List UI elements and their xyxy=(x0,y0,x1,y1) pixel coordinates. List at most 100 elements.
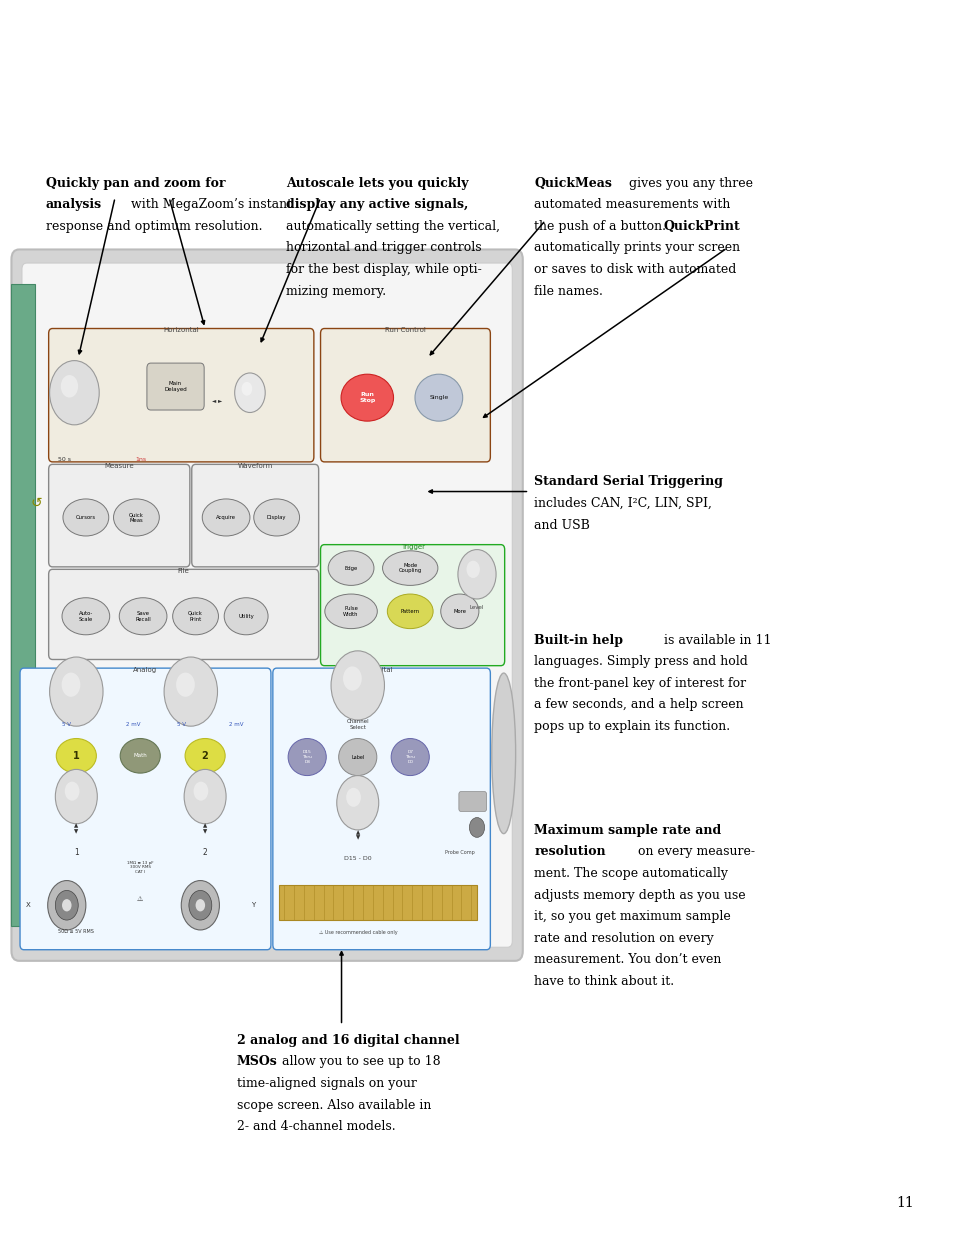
FancyBboxPatch shape xyxy=(458,792,486,811)
Text: Analog: Analog xyxy=(133,667,157,673)
Text: Trigger: Trigger xyxy=(400,543,424,550)
Text: Cursors: Cursors xyxy=(75,515,96,520)
Circle shape xyxy=(181,881,219,930)
Text: with MegaZoom’s instant: with MegaZoom’s instant xyxy=(127,198,292,211)
Text: MSOs: MSOs xyxy=(236,1055,277,1068)
Ellipse shape xyxy=(328,551,374,585)
Ellipse shape xyxy=(224,598,268,635)
Text: ⚠: ⚠ xyxy=(137,897,143,902)
Text: Level: Level xyxy=(469,605,484,610)
FancyBboxPatch shape xyxy=(192,464,318,567)
Text: the push of a button.: the push of a button. xyxy=(534,220,670,233)
Ellipse shape xyxy=(120,739,160,773)
Text: is available in 11: is available in 11 xyxy=(659,634,771,647)
Text: scope screen. Also available in: scope screen. Also available in xyxy=(236,1099,431,1112)
Text: Pattern: Pattern xyxy=(400,609,419,614)
Circle shape xyxy=(469,818,484,837)
Text: ▲
▼: ▲ ▼ xyxy=(203,824,207,835)
Ellipse shape xyxy=(62,598,110,635)
FancyBboxPatch shape xyxy=(20,668,271,950)
Text: 5 V: 5 V xyxy=(62,722,71,727)
FancyBboxPatch shape xyxy=(49,464,190,567)
Text: have to think about it.: have to think about it. xyxy=(534,976,674,988)
Circle shape xyxy=(50,361,99,425)
Ellipse shape xyxy=(338,739,376,776)
FancyBboxPatch shape xyxy=(147,363,204,410)
Text: 11: 11 xyxy=(895,1197,913,1210)
Text: response and optimum resolution.: response and optimum resolution. xyxy=(46,220,262,233)
Circle shape xyxy=(457,550,496,599)
Text: 2: 2 xyxy=(201,751,209,761)
Text: and USB: and USB xyxy=(534,519,590,532)
Text: Save
Recall: Save Recall xyxy=(135,611,151,621)
Ellipse shape xyxy=(185,739,225,773)
Text: 1: 1 xyxy=(74,847,78,857)
Text: X: X xyxy=(27,903,30,908)
Circle shape xyxy=(50,657,103,726)
Text: Label: Label xyxy=(351,755,364,760)
Ellipse shape xyxy=(288,739,326,776)
Text: 2 mV: 2 mV xyxy=(229,722,244,727)
Text: Utility: Utility xyxy=(238,614,253,619)
Circle shape xyxy=(241,382,252,395)
Ellipse shape xyxy=(415,374,462,421)
Text: Auto-
Scale: Auto- Scale xyxy=(79,611,92,621)
Text: Horizontal: Horizontal xyxy=(163,327,199,333)
Circle shape xyxy=(331,651,384,720)
Text: 1MΩ ≡ 13 pF
300V RMS
CAT I: 1MΩ ≡ 13 pF 300V RMS CAT I xyxy=(127,861,153,874)
Ellipse shape xyxy=(56,739,96,773)
Ellipse shape xyxy=(202,499,250,536)
Circle shape xyxy=(466,561,479,578)
Text: adjusts memory depth as you use: adjusts memory depth as you use xyxy=(534,889,745,902)
Circle shape xyxy=(234,373,265,412)
Text: 2: 2 xyxy=(203,847,207,857)
Text: 50 s: 50 s xyxy=(58,457,71,462)
FancyBboxPatch shape xyxy=(49,329,314,462)
Circle shape xyxy=(343,667,361,690)
Circle shape xyxy=(55,769,97,824)
Text: Digital: Digital xyxy=(370,667,393,673)
Text: allow you to see up to 18: allow you to see up to 18 xyxy=(277,1055,439,1068)
Text: ↺: ↺ xyxy=(30,495,42,510)
Text: Autoscale lets you quickly: Autoscale lets you quickly xyxy=(286,177,468,190)
Circle shape xyxy=(62,673,80,697)
FancyBboxPatch shape xyxy=(320,329,490,462)
Text: 2- and 4-channel models.: 2- and 4-channel models. xyxy=(236,1120,395,1134)
Ellipse shape xyxy=(119,598,167,635)
Text: QuickPrint: QuickPrint xyxy=(662,220,739,233)
Bar xyxy=(11,284,35,926)
Text: QuickMeas: QuickMeas xyxy=(534,177,612,190)
Text: Mode
Coupling: Mode Coupling xyxy=(398,563,421,573)
Text: display any active signals,: display any active signals, xyxy=(286,198,468,211)
Text: ▲
▼: ▲ ▼ xyxy=(74,824,78,835)
Text: ▲
▼: ▲ ▼ xyxy=(355,830,359,841)
Circle shape xyxy=(189,890,212,920)
Text: Probe Comp: Probe Comp xyxy=(445,850,475,855)
Circle shape xyxy=(193,782,208,800)
Text: the front-panel key of interest for: the front-panel key of interest for xyxy=(534,677,745,690)
FancyBboxPatch shape xyxy=(273,668,490,950)
Text: ment. The scope automatically: ment. The scope automatically xyxy=(534,867,727,881)
Text: Maximum sample rate and: Maximum sample rate and xyxy=(534,824,720,837)
Circle shape xyxy=(62,899,71,911)
Ellipse shape xyxy=(253,499,299,536)
Text: Main
Delayed: Main Delayed xyxy=(164,382,187,391)
Circle shape xyxy=(164,657,217,726)
Text: automatically prints your screen: automatically prints your screen xyxy=(534,242,740,254)
Text: rate and resolution on every: rate and resolution on every xyxy=(534,931,713,945)
Text: for the best display, while opti-: for the best display, while opti- xyxy=(286,263,481,277)
Text: mizing memory.: mizing memory. xyxy=(286,285,386,298)
Text: 50Ω ≤ 5V RMS: 50Ω ≤ 5V RMS xyxy=(58,929,94,934)
Text: time-aligned signals on your: time-aligned signals on your xyxy=(236,1077,416,1091)
Ellipse shape xyxy=(324,594,376,629)
Ellipse shape xyxy=(172,598,218,635)
Text: 2 mV: 2 mV xyxy=(126,722,141,727)
Text: Y: Y xyxy=(251,903,254,908)
Text: 2 analog and 16 digital channel: 2 analog and 16 digital channel xyxy=(236,1034,458,1047)
Text: analysis: analysis xyxy=(46,198,102,211)
Circle shape xyxy=(346,788,360,806)
Circle shape xyxy=(55,890,78,920)
Text: Standard Serial Triggering: Standard Serial Triggering xyxy=(534,475,722,489)
Ellipse shape xyxy=(387,594,433,629)
Circle shape xyxy=(184,769,226,824)
